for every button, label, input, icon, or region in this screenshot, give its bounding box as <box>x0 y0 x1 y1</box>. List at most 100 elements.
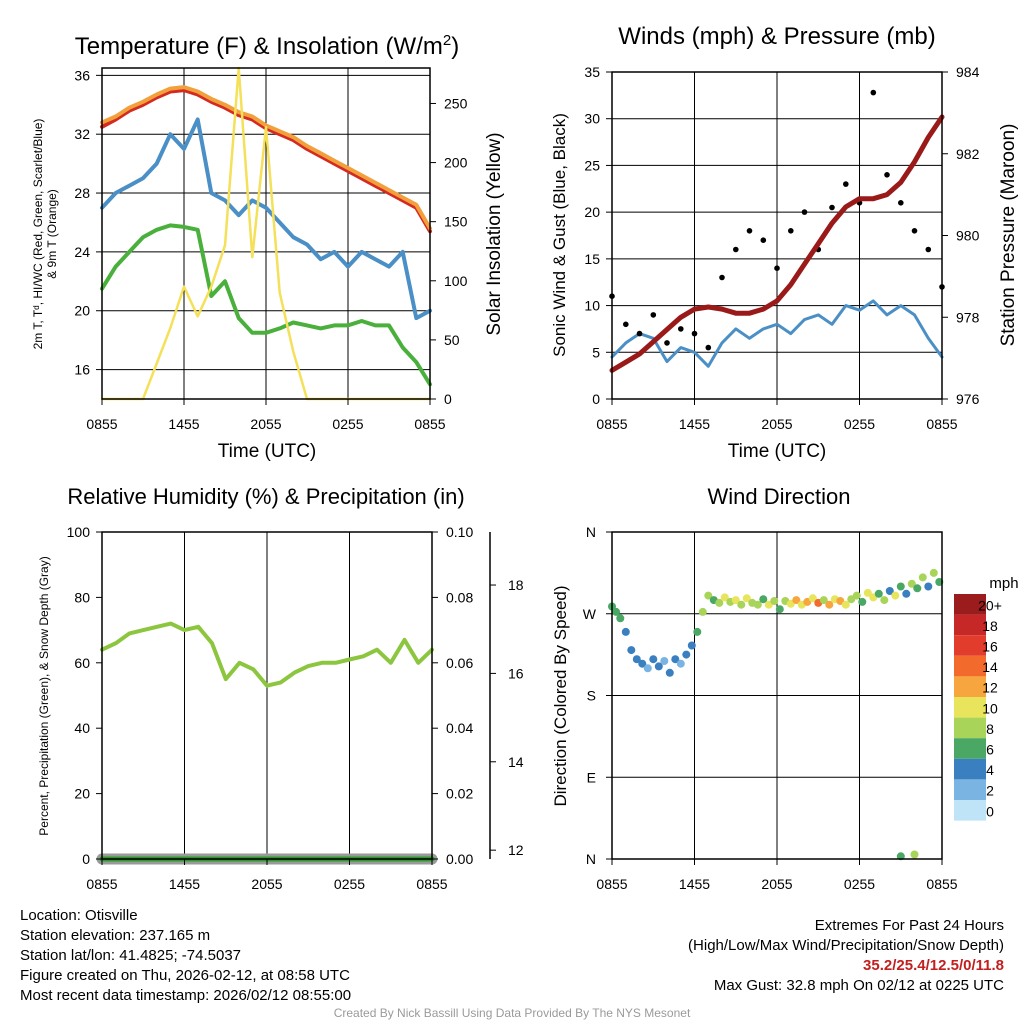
legend-swatch <box>954 758 986 780</box>
legend-label: 8 <box>986 721 994 737</box>
direction-point <box>621 627 630 636</box>
winds-title: Winds (mph) & Pressure (mb) <box>618 23 935 50</box>
temperature-ylabel-left-2: & 9m T (Orange) <box>45 189 59 279</box>
direction-point <box>913 584 922 593</box>
green-dew-point-line <box>100 223 432 387</box>
direction-panel: Wind Direction 0855 1455 2055 0255 0855NESWN… <box>551 484 1019 892</box>
y-tick-label-left: 24 <box>74 244 90 260</box>
info-created: Figure created on Thu, 2026-02-12, at 08… <box>20 967 350 984</box>
direction-point <box>907 579 916 588</box>
winds-xlabel: Time (UTC) <box>728 441 827 462</box>
info-recent: Most recent data timestamp: 2026/02/12 0… <box>20 987 352 1004</box>
direction-point <box>896 582 905 591</box>
blue-wind-chill-line <box>100 117 432 321</box>
x-tick-label: 0255 <box>334 876 365 892</box>
direction-tick-label: N <box>586 524 596 540</box>
y-tick-label-right: 976 <box>956 391 980 407</box>
direction-point <box>638 659 647 668</box>
humidity-panel: Relative Humidity (%) & Precipitation (i… <box>37 484 524 892</box>
direction-point <box>698 607 707 616</box>
legend-swatch <box>954 717 986 739</box>
x-tick-label: 1455 <box>168 416 199 432</box>
direction-point <box>715 598 724 607</box>
legend-swatch <box>954 738 986 759</box>
x-tick-label: 0855 <box>596 876 627 892</box>
legend-label: 6 <box>986 742 994 758</box>
direction-point <box>885 587 894 595</box>
gust-point <box>898 200 904 206</box>
direction-point <box>759 595 768 604</box>
x-tick-label: 0855 <box>596 416 627 432</box>
temperature-panel: Temperature (F) & Insolation (W/m2) 0855… <box>31 32 505 462</box>
direction-point <box>910 850 919 859</box>
y-tick-label-left: 5 <box>592 344 600 360</box>
y-tick-label-left: 0 <box>82 851 90 867</box>
gust-point <box>664 340 670 346</box>
x-tick-label: 0855 <box>926 416 957 432</box>
gust-point <box>760 237 767 243</box>
direction-point <box>753 600 762 609</box>
y-tick-label-left: 25 <box>584 157 600 173</box>
direction-point <box>863 588 872 597</box>
gust-point <box>788 228 794 234</box>
extremes-title: Extremes For Past 24 Hours <box>814 917 1004 934</box>
temperature-title: Temperature (F) & Insolation (W/m2) <box>75 32 459 60</box>
legend-label: 18 <box>982 618 998 634</box>
humidity-title: Relative Humidity (%) & Precipitation (i… <box>67 484 464 509</box>
x-tick-label: 0855 <box>414 416 445 432</box>
y-tick-label-right: 0.08 <box>446 589 473 605</box>
y-tick-label-left: 40 <box>74 720 90 736</box>
y-tick-label-right: 978 <box>956 309 980 325</box>
direction-point <box>775 605 784 614</box>
y-tick-label-left: 35 <box>584 64 600 80</box>
temperature-ylabel-right: Solar Insolation (Yellow) <box>484 132 505 335</box>
y-tick-label-left: 10 <box>584 298 600 314</box>
legend-label: 4 <box>986 762 994 778</box>
gust-point <box>719 274 725 281</box>
legend-label: 14 <box>982 659 998 675</box>
y-tick-label-right: 0.02 <box>446 786 473 802</box>
gust-point <box>636 330 643 337</box>
extremes-values: 35.2/25.4/12.5/0/11.8 <box>863 957 1004 974</box>
snow-depth-tick-label: 16 <box>508 665 524 681</box>
gust-point <box>801 209 808 215</box>
direction-point <box>737 600 746 609</box>
direction-point <box>918 573 927 582</box>
y-tick-label-right: 50 <box>444 332 460 348</box>
orange-9m-temperature-line <box>100 85 432 231</box>
x-tick-label: 2055 <box>251 876 282 892</box>
y-tick-label-left: 20 <box>74 303 90 319</box>
direction-point <box>660 657 669 665</box>
credit-line: Created By Nick Bassill Using Data Provi… <box>333 1006 691 1020</box>
maroon-pressure-line <box>609 114 945 373</box>
snow-depth-tick-label: 12 <box>508 842 524 858</box>
direction-point <box>742 594 751 603</box>
direction-ylabel-left: Direction (Colored By Speed) <box>551 585 570 806</box>
gust-point <box>911 228 918 234</box>
gust-point <box>705 344 712 351</box>
y-tick-label-left: 28 <box>74 185 90 201</box>
direction-point <box>841 600 850 609</box>
legend-swatch <box>954 697 986 718</box>
x-tick-label: 0855 <box>86 876 117 892</box>
y-tick-label-right: 150 <box>444 214 468 230</box>
y-tick-label-right: 980 <box>956 228 980 244</box>
direction-point <box>929 568 938 577</box>
y-tick-label-left: 16 <box>74 362 90 378</box>
y-tick-label-right: 100 <box>444 273 468 289</box>
info-latlon: Station lat/lon: 41.4825; -74.5037 <box>20 947 242 964</box>
y-tick-label-right: 0.04 <box>446 720 473 736</box>
y-tick-label-right: 0.00 <box>446 851 473 867</box>
legend-swatch <box>954 635 986 656</box>
x-tick-label: 0255 <box>332 416 363 432</box>
direction-point <box>808 594 817 603</box>
y-tick-label-right: 200 <box>444 155 468 171</box>
direction-point <box>858 597 867 606</box>
extremes-subtitle: (High/Low/Max Wind/Precipitation/Snow De… <box>688 937 1004 954</box>
legend-swatch <box>954 594 986 615</box>
direction-point <box>880 596 889 605</box>
y-tick-label-left: 36 <box>74 67 90 83</box>
humidity-ylabel-left: Percent, Precipitation (Green), & Snow D… <box>37 556 51 835</box>
legend-label: 0 <box>986 803 994 819</box>
y-tick-label-right: 250 <box>444 95 468 111</box>
